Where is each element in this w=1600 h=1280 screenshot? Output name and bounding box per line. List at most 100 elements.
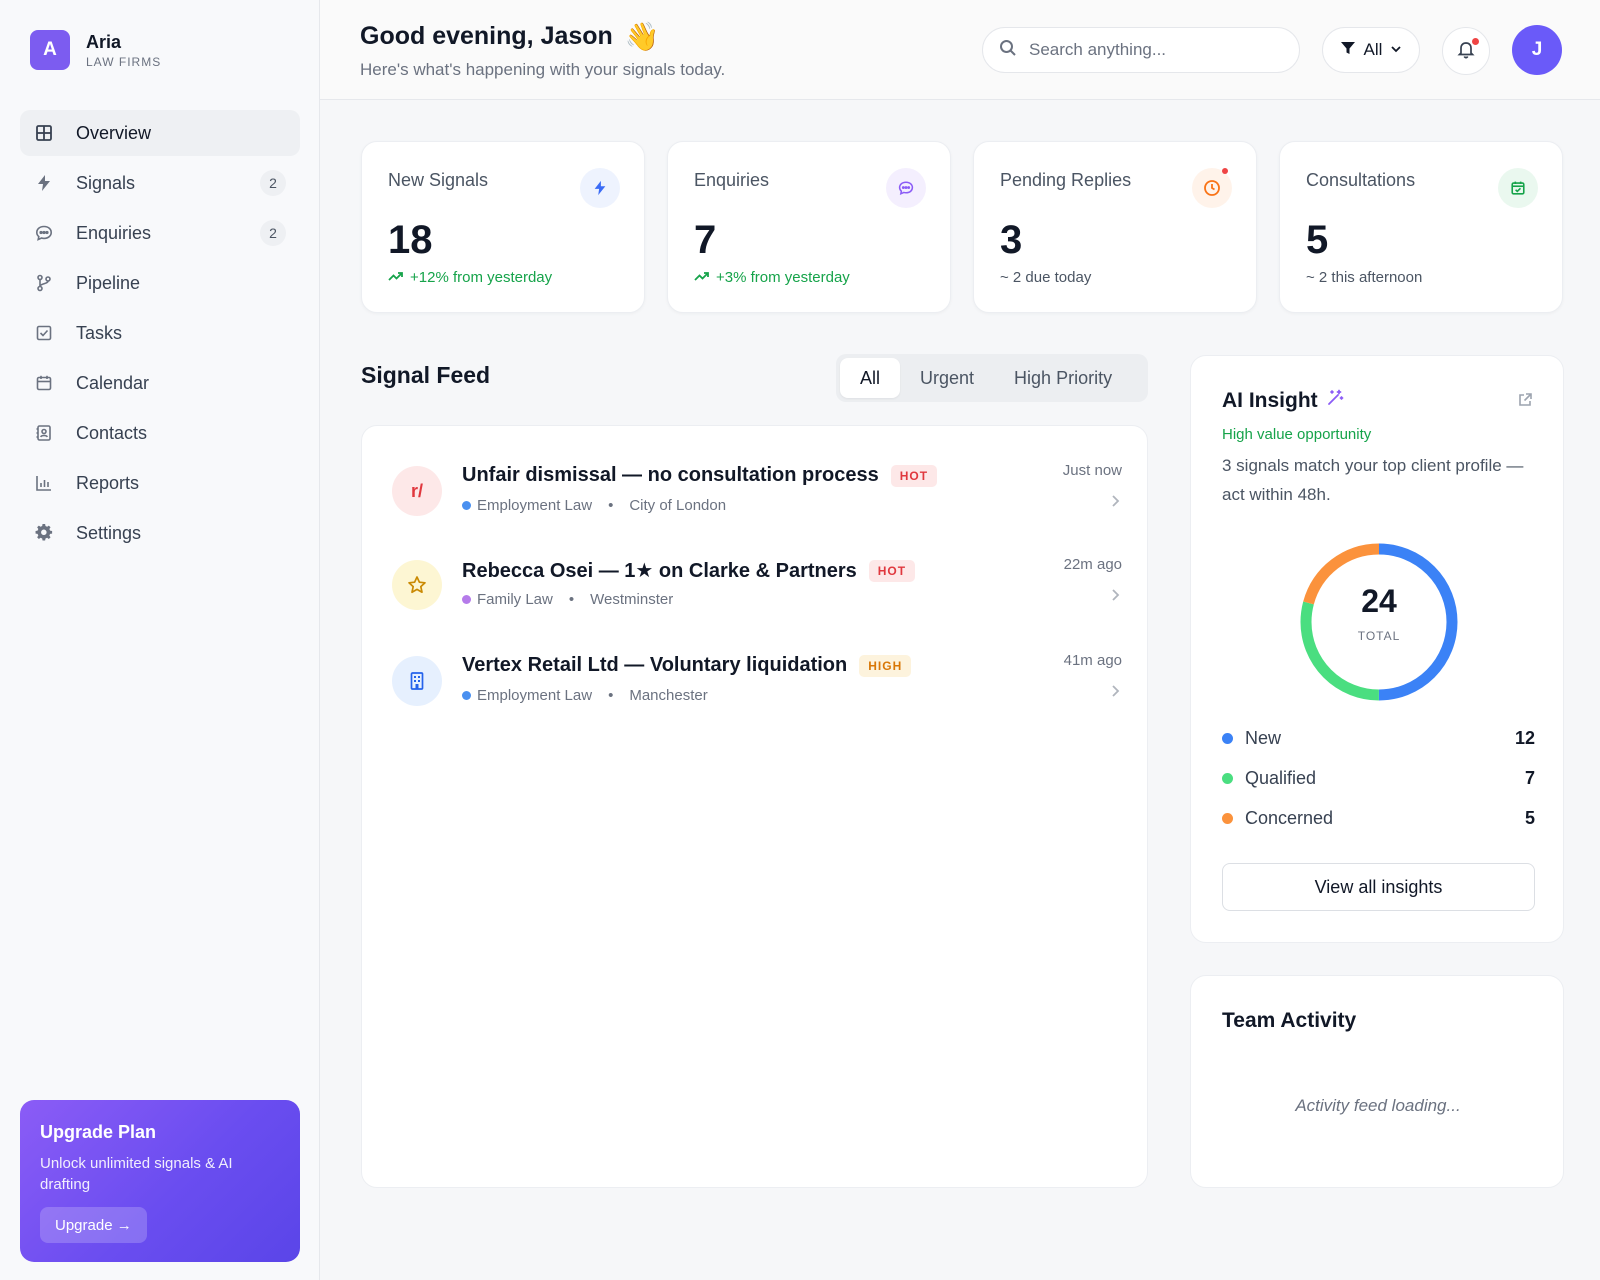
signal-title-text: Rebecca Osei — 1★ on Clarke & Partners <box>462 560 857 582</box>
signal-time: 41m ago <box>1063 652 1122 669</box>
legend-dot <box>1222 732 1233 744</box>
legend-row-qualified: Qualified 7 <box>1222 758 1535 798</box>
stat-card-consultations[interactable]: Consultations 5 ~ 2 this afternoon <box>1279 141 1563 313</box>
chat-icon <box>886 168 926 208</box>
sidebar-nav: Overview Signals 2 Enquiries 2 Pipeline <box>20 110 300 560</box>
filter-label: All <box>1363 40 1383 59</box>
donut-total-label: TOTAL <box>1357 629 1401 643</box>
brand-name: Aria <box>86 31 122 52</box>
practice-area: Family Law <box>477 591 553 608</box>
sidebar-item-overview[interactable]: Overview <box>20 110 300 156</box>
contact-book-icon <box>34 423 54 443</box>
sidebar-item-label: Settings <box>76 522 142 543</box>
star-icon <box>392 560 442 610</box>
signals-donut-chart: 24 TOTAL <box>1294 537 1464 707</box>
stat-card-new-signals[interactable]: New Signals 18 +12% from yesterday <box>361 141 645 313</box>
signal-time: Just now <box>1062 462 1122 479</box>
sidebar-item-settings[interactable]: Settings <box>20 510 300 556</box>
search-bar[interactable] <box>982 27 1300 73</box>
signal-row[interactable]: Rebecca Osei — 1★ on Clarke & Partners H… <box>392 552 1122 622</box>
signal-meta: Family Law • Westminster <box>462 591 673 608</box>
sidebar-item-tasks[interactable]: Tasks <box>20 310 300 356</box>
funnel-icon <box>1340 40 1356 61</box>
sidebar-item-calendar[interactable]: Calendar <box>20 360 300 406</box>
legend-row-new: New 12 <box>1222 718 1535 758</box>
legend-name: New <box>1245 727 1282 748</box>
bar-chart-icon <box>34 473 54 493</box>
building-icon <box>392 656 442 706</box>
stat-card-enquiries[interactable]: Enquiries 7 +3% from yesterday <box>667 141 951 313</box>
sidebar-item-pipeline[interactable]: Pipeline <box>20 260 300 306</box>
stat-value: 7 <box>694 218 717 262</box>
checkbox-icon <box>34 323 54 343</box>
practice-area: Employment Law <box>477 497 593 514</box>
reddit-icon: r/ <box>392 466 442 516</box>
alert-dot <box>1222 168 1228 174</box>
signal-time: 22m ago <box>1063 556 1122 573</box>
sidebar-item-label: Pipeline <box>76 272 141 293</box>
donut-segment-qualified <box>1300 543 1458 701</box>
lightning-icon <box>580 168 620 208</box>
tab-urgent[interactable]: Urgent <box>920 367 975 388</box>
team-activity-title: Team Activity <box>1222 1009 1357 1032</box>
waving-hand-icon: 👋 <box>624 21 660 52</box>
view-all-insights-button[interactable]: View all insights <box>1222 863 1535 911</box>
location: City of London <box>629 497 727 514</box>
stat-delta: +3% from yesterday <box>694 269 850 286</box>
search-input[interactable] <box>1029 40 1279 60</box>
stat-value: 18 <box>388 218 433 262</box>
trending-up-icon <box>694 269 710 286</box>
sidebar-item-label: Reports <box>76 472 140 493</box>
brand[interactable]: A Aria LAW FIRMS <box>30 30 161 70</box>
legend-dot <box>1222 772 1233 784</box>
sidebar-item-label: Tasks <box>76 322 123 343</box>
lightning-icon <box>34 173 54 193</box>
signal-title-text: Vertex Retail Ltd — Voluntary liquidatio… <box>462 654 848 676</box>
legend-row-concerned: Concerned 5 <box>1222 798 1535 838</box>
sidebar-item-contacts[interactable]: Contacts <box>20 410 300 456</box>
notifications-button[interactable] <box>1442 27 1490 75</box>
sidebar-item-signals[interactable]: Signals 2 <box>20 160 300 206</box>
legend-name: Qualified <box>1245 767 1317 788</box>
donut-legend: New 12 Qualified 7 Concerned 5 <box>1222 718 1535 838</box>
stat-label: Enquiries <box>694 170 770 190</box>
sidebar-item-reports[interactable]: Reports <box>20 460 300 506</box>
tab-high-priority[interactable]: High Priority <box>1014 367 1113 388</box>
sidebar-item-label: Overview <box>76 122 152 143</box>
signal-title: Unfair dismissal — no consultation proce… <box>462 464 938 487</box>
ai-insight-kicker: High value opportunity <box>1222 426 1372 443</box>
sidebar-item-enquiries[interactable]: Enquiries 2 <box>20 210 300 256</box>
legend-value: 12 <box>1514 727 1535 748</box>
stat-label: Pending Replies <box>1000 170 1132 190</box>
greeting-subtitle: Here's what's happening with your signal… <box>360 60 726 79</box>
legend-value: 5 <box>1524 807 1535 828</box>
tab-all[interactable]: All <box>840 358 901 398</box>
stat-card-pending-replies[interactable]: Pending Replies 3 ~ 2 due today <box>973 141 1257 313</box>
clock-icon <box>1192 168 1232 208</box>
feed-filter-tabs: All Urgent High Priority <box>836 354 1148 402</box>
upgrade-button[interactable]: Upgrade → <box>40 1207 147 1243</box>
signal-title: Vertex Retail Ltd — Voluntary liquidatio… <box>462 654 912 677</box>
grid-icon <box>34 123 54 143</box>
priority-tag: HIGH <box>859 654 912 677</box>
stat-label: New Signals <box>388 170 489 190</box>
legend-dot <box>1222 812 1233 824</box>
branch-icon <box>34 273 54 293</box>
signal-meta: Employment Law • City of London <box>462 497 726 514</box>
chevron-right-icon <box>1110 684 1120 703</box>
signal-feed-list: r/ Unfair dismissal — no consultation pr… <box>361 425 1148 1188</box>
user-avatar[interactable]: J <box>1512 25 1562 75</box>
chevron-right-icon <box>1110 588 1120 607</box>
signal-row[interactable]: Vertex Retail Ltd — Voluntary liquidatio… <box>392 648 1122 718</box>
signal-row[interactable]: r/ Unfair dismissal — no consultation pr… <box>392 458 1122 528</box>
bell-icon <box>1456 39 1476 64</box>
external-link-icon[interactable] <box>1517 392 1533 413</box>
sidebar: A Aria LAW FIRMS Overview Signals 2 Enqu… <box>0 0 320 1280</box>
practice-area: Employment Law <box>477 687 593 704</box>
separator-dot: • <box>568 591 575 608</box>
filter-dropdown[interactable]: All <box>1322 27 1420 73</box>
stat-value: 3 <box>1000 218 1023 262</box>
stat-value: 5 <box>1306 218 1329 262</box>
sidebar-item-label: Enquiries <box>76 222 152 243</box>
separator-dot: • <box>608 687 614 704</box>
